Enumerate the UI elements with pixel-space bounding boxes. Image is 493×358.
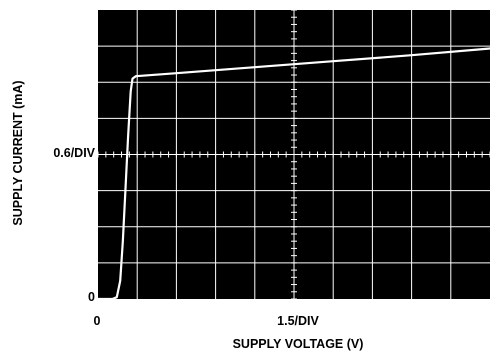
y-axis-origin-label: 0 [88,290,95,304]
x-axis-origin-label: 0 [94,314,101,328]
supply-current-trace [96,47,492,301]
grid [97,9,491,300]
y-axis-scale-label: 0.6/DIV [53,146,95,160]
x-axis-title: SUPPLY VOLTAGE (V) [233,337,364,351]
x-axis-scale-label: 1.5/DIV [277,314,319,328]
y-axis-title: SUPPLY CURRENT (mA) [11,80,25,225]
